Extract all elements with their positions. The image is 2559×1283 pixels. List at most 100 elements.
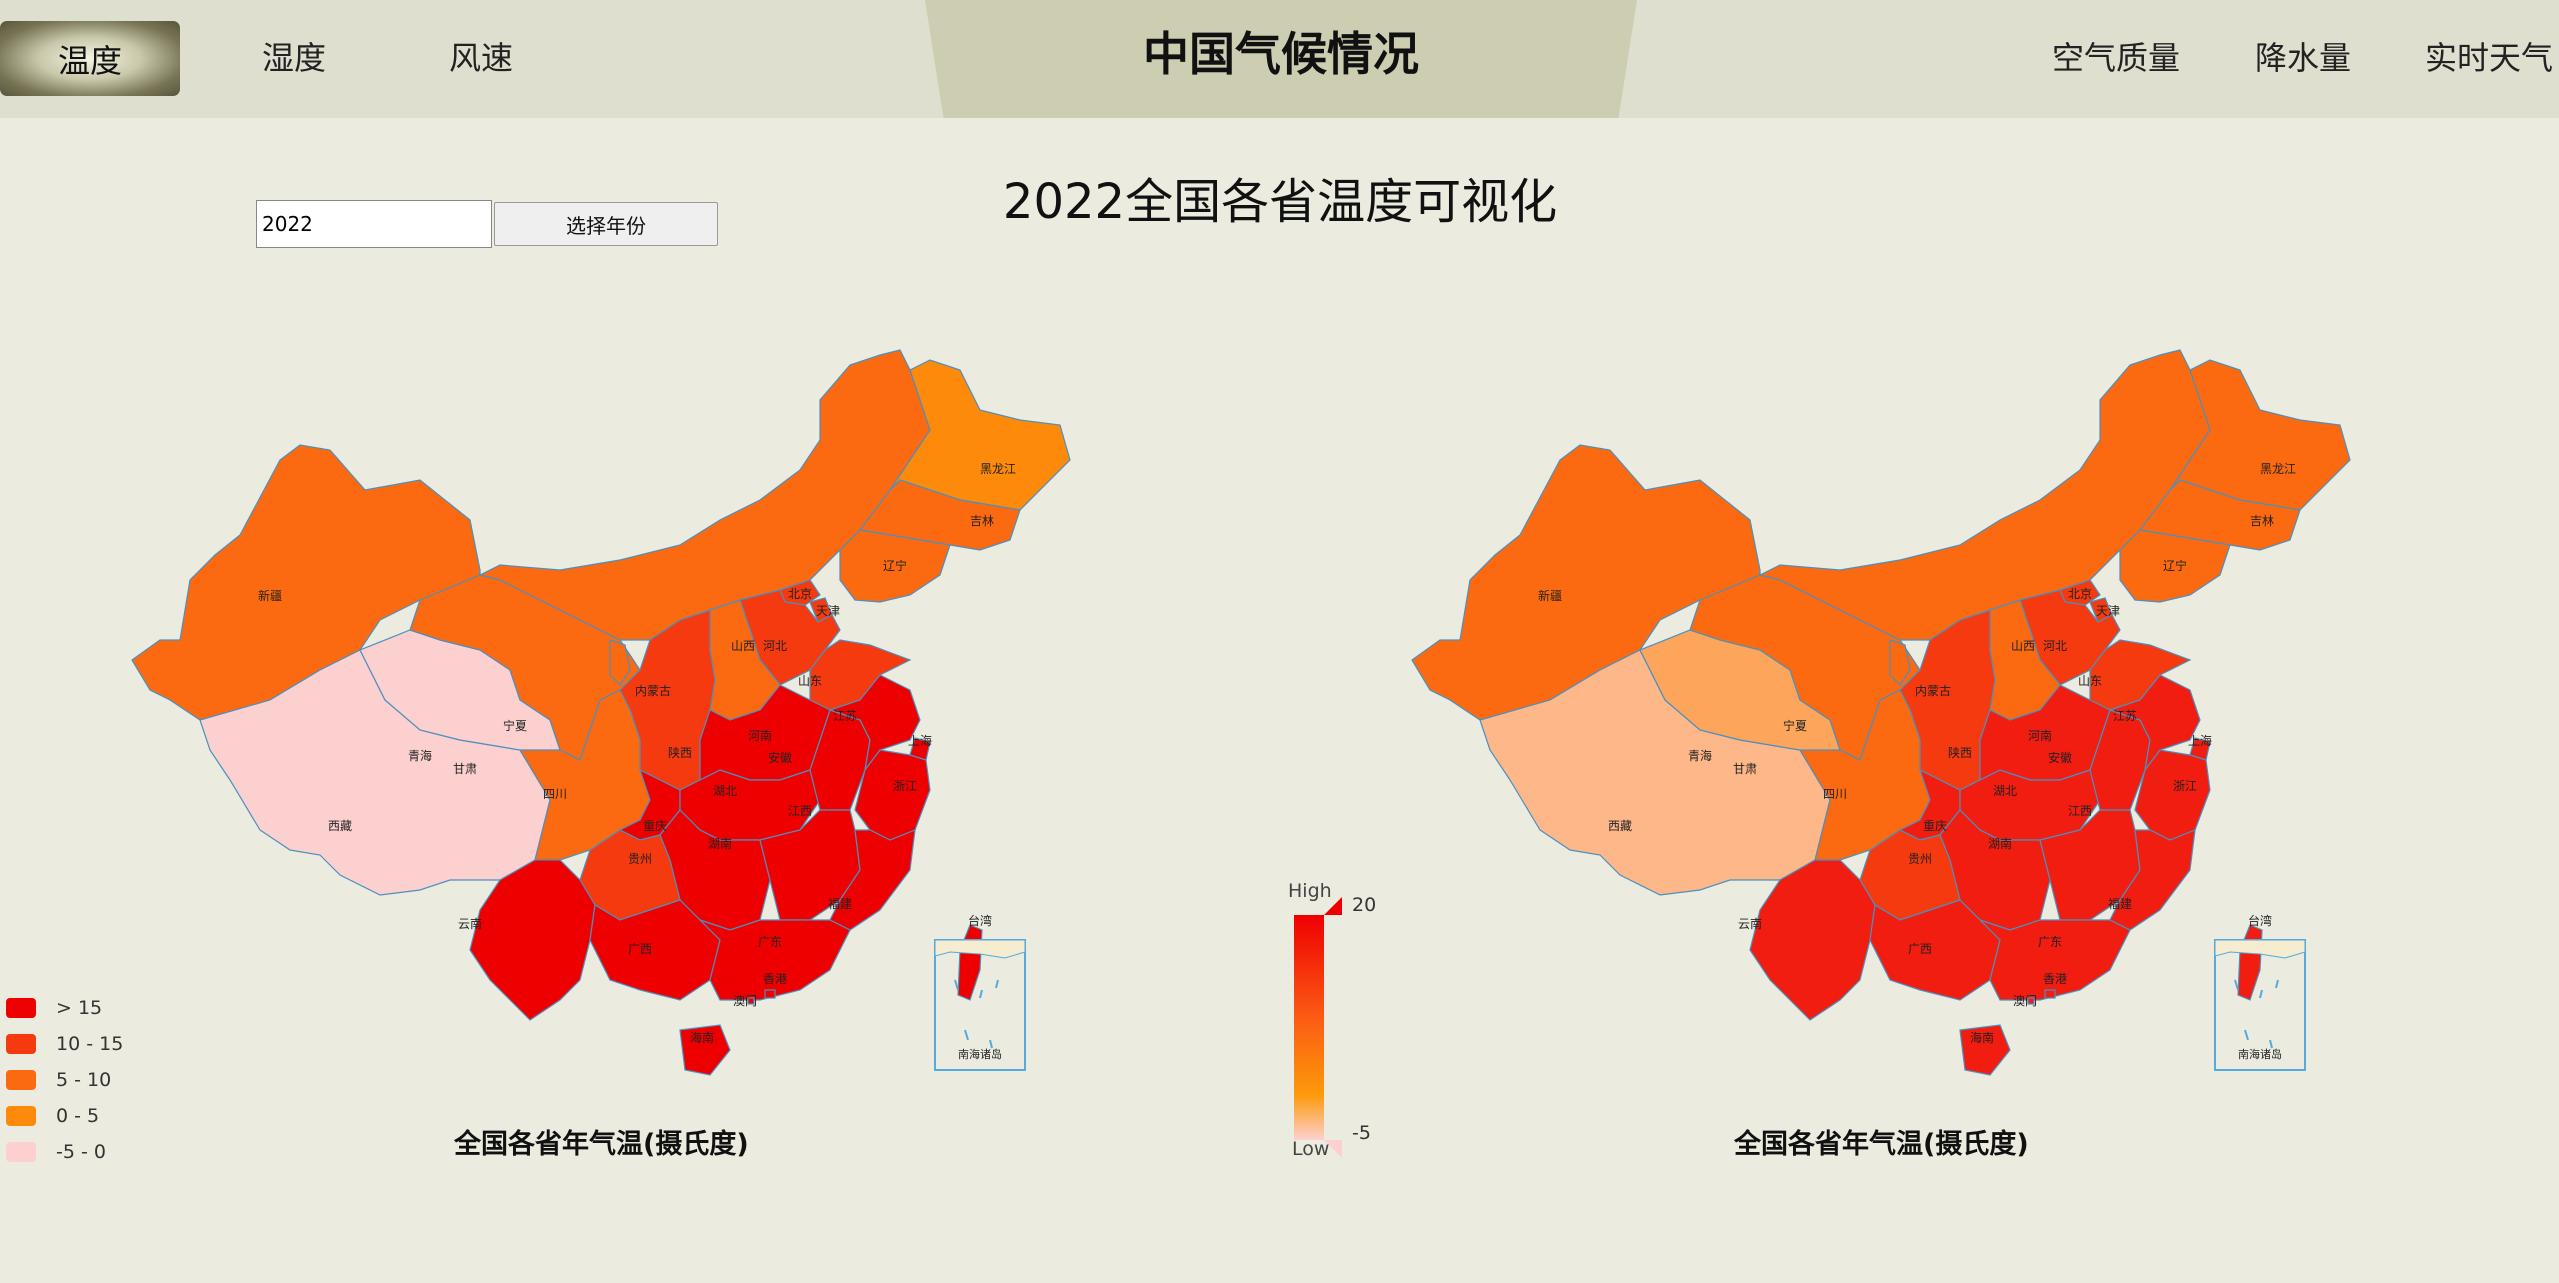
province-label: 贵州 [1908,852,1932,866]
region-taiwan[interactable] [2237,924,2263,1001]
province-label: 安徽 [768,750,792,765]
region-fujian[interactable] [2109,829,2196,931]
nav-air-quality[interactable]: 空气质量 [2052,39,2181,77]
province-label: 江西 [788,804,812,818]
province-label: 吉林 [2250,514,2274,528]
province-label: 台湾 [2248,913,2272,928]
province-label: 香港 [2043,972,2067,986]
legend-label: > 15 [56,997,103,1019]
region-hongkong[interactable] [2044,989,2056,999]
province-label: 四川 [543,787,567,801]
province-label: 安徽 [2048,750,2072,765]
province-label: 江苏 [833,709,857,723]
visual-map-top-handle[interactable] [1324,897,1342,915]
nav-precipitation[interactable]: 降水量 [2255,39,2352,77]
region-zhejiang[interactable] [2134,749,2211,841]
province-label: 河北 [2043,639,2067,653]
region-guangdong[interactable] [1979,919,2131,1001]
region-liaoning[interactable] [2119,529,2231,603]
region-yunnan[interactable] [469,859,596,1021]
nav-humidity[interactable]: 湿度 [262,39,327,77]
province-label: 四川 [1823,787,1847,801]
region-fujian[interactable] [829,829,916,931]
province-label: 云南 [458,916,482,931]
region-zhejiang[interactable] [854,749,931,841]
region-macau[interactable] [2027,997,2035,1005]
nav-temperature[interactable]: 温度 [0,21,180,96]
region-ningxia[interactable] [609,639,631,686]
province-label: 上海 [2188,733,2212,748]
province-label: 河南 [2028,728,2052,743]
province-label: 西藏 [1608,819,1632,833]
province-label: 重庆 [643,819,667,833]
province-label: 湖南 [708,836,732,851]
province-label: 上海 [908,733,932,748]
legend-item[interactable]: -5 - 0 [6,1134,123,1170]
province-label: 陕西 [668,745,692,760]
province-label: 内蒙古 [1915,683,1951,698]
legend-item[interactable]: 5 - 10 [6,1062,123,1098]
visual-map-low-text: Low [1292,1138,1329,1160]
region-hainan[interactable] [1959,1024,2011,1076]
region-hongkong[interactable] [764,989,776,999]
region-ningxia[interactable] [1889,639,1911,686]
province-label: 黑龙江 [2260,462,2296,476]
province-label: 山东 [2078,674,2102,688]
province-label: 广西 [628,942,652,956]
visual-map-min-label: -5 [1352,1122,1371,1144]
legend-item[interactable]: 10 - 15 [6,1026,123,1062]
legend-swatch [6,998,36,1018]
legend-label: 5 - 10 [56,1069,112,1091]
province-label: 福建 [828,896,852,911]
region-guangdong[interactable] [699,919,851,1001]
region-hainan[interactable] [679,1024,731,1076]
nav-realtime-weather[interactable]: 实时天气 [2425,39,2554,77]
province-label: 福建 [2108,896,2132,911]
visual-map-bottom-handle[interactable] [1324,1140,1342,1158]
region-jilin[interactable] [2138,479,2301,551]
province-label: 北京 [788,587,812,601]
select-year-button[interactable]: 选择年份 [494,202,718,246]
province-label: 海南 [690,1030,714,1045]
region-taiwan[interactable] [957,924,983,1001]
south-china-sea-inset: 南海诸岛 [2214,939,2306,1071]
province-label: 天津 [2096,604,2120,618]
province-label: 浙江 [2173,779,2197,793]
south-china-sea-inset: 南海诸岛 [934,939,1026,1071]
region-jiangsu[interactable] [828,674,921,771]
province-label: 青海 [1688,748,1712,763]
province-label: 河南 [748,728,772,743]
province-label: 广东 [2038,935,2062,949]
region-macau[interactable] [747,997,755,1005]
visual-map-max-label: 20 [1352,894,1376,916]
visual-map-scale[interactable]: High 20 -5 Low [1280,875,1390,1165]
south-sea-label: 南海诸岛 [958,1047,1002,1061]
site-title-tab [925,0,1637,118]
region-yunnan[interactable] [1749,859,1876,1021]
right-map-title: 全国各省年气温(摄氏度) [1734,1129,2029,1160]
province-label: 广西 [1908,942,1932,956]
site-title: 中国气候情况 [1143,27,1419,81]
year-input[interactable] [256,200,492,248]
piecewise-legend: > 15 10 - 15 5 - 10 0 - 5 -5 - 0 [6,990,123,1170]
legend-swatch [6,1034,36,1054]
province-label: 北京 [2068,587,2092,601]
visual-map-high-text: High [1288,880,1332,902]
legend-item[interactable]: 0 - 5 [6,1098,123,1134]
page-title: 2022全国各省温度可视化 [1002,174,1558,230]
legend-label: 10 - 15 [56,1033,124,1055]
province-label: 吉林 [970,514,994,528]
region-jilin[interactable] [858,479,1021,551]
province-label: 辽宁 [883,558,907,573]
province-label: 湖北 [713,783,737,798]
province-label: 山西 [731,639,755,653]
region-liaoning[interactable] [839,529,951,603]
province-label: 山东 [798,674,822,688]
nav-wind-speed[interactable]: 风速 [449,39,514,77]
province-label: 海南 [1970,1030,1994,1045]
legend-item[interactable]: > 15 [6,990,123,1026]
region-jiangsu[interactable] [2108,674,2201,771]
legend-label: -5 - 0 [56,1141,106,1163]
